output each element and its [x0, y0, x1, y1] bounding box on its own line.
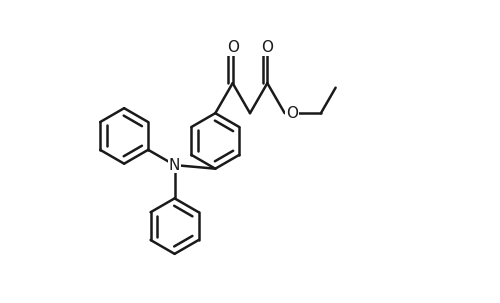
Text: N: N	[169, 158, 180, 173]
Text: O: O	[226, 40, 238, 55]
Text: O: O	[262, 40, 274, 55]
Text: O: O	[286, 106, 298, 121]
